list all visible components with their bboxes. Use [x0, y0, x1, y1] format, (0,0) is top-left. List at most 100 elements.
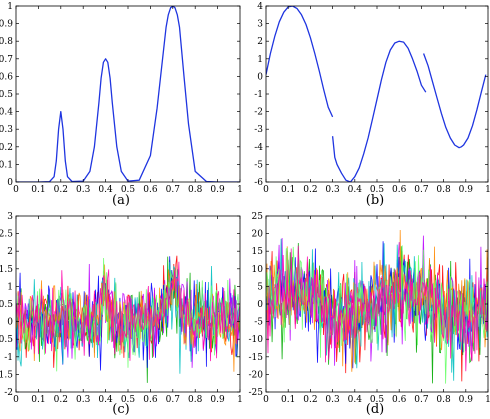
axes-frame: [15, 5, 241, 183]
y-tick-label: -4: [254, 143, 263, 153]
x-tick-label: 0.6: [143, 395, 158, 405]
noisy-series-line: [16, 261, 240, 362]
x-tick-label: 0.3: [325, 395, 340, 405]
y-tick-label: -10: [249, 335, 264, 345]
x-tick-label: 0.6: [392, 395, 407, 405]
y-tick-label: 0: [257, 72, 263, 82]
x-tick-label: 1: [237, 185, 243, 195]
x-tick-label: 0.3: [76, 395, 91, 405]
y-tick-label: -5: [254, 318, 263, 328]
x-tick-label: 0.8: [188, 185, 203, 195]
panel-a: 0 0.1 0.2 0.3 0.4 0.5 0.6 0.7 0.8 0.9 1 0 0.1 0.2 0.3 0…: [0, 2, 243, 208]
y-tick-label: 0.3: [0, 125, 13, 135]
y-tick-label: -3: [254, 125, 263, 135]
x-tick-label: 0: [263, 185, 269, 195]
y-tick-label: -1.5: [0, 370, 13, 380]
x-tick-label: 0.2: [54, 185, 68, 195]
y-tick-label: 4: [257, 2, 263, 12]
series-line: [266, 6, 334, 118]
y-tick-label: 2: [7, 247, 13, 257]
x-tick-label: 0.8: [436, 185, 451, 195]
x-tick-label: 0.1: [281, 185, 295, 195]
y-tick-label: 10: [252, 265, 264, 275]
x-tick-label: 1: [237, 395, 243, 405]
y-tick-label: 1: [7, 2, 13, 12]
y-tick-label: 0.4: [0, 108, 13, 118]
panel-d: 0 0.1 0.2 0.3 0.4 0.5 0.6 0.7 0.8 0.9 1 -25 -20 -15 -1…: [249, 212, 490, 417]
y-tick-label: -25: [249, 388, 264, 398]
y-tick-label: 0.1: [0, 160, 13, 170]
y-tick-label: 1: [7, 282, 13, 292]
y-tick-label: 20: [252, 230, 264, 240]
y-tick-label: -15: [249, 353, 264, 363]
y-tick-label: 1: [257, 55, 263, 65]
x-tick-label: 0: [13, 395, 19, 405]
y-tick-label: 0: [7, 178, 13, 188]
y-tick-label: -20: [249, 370, 264, 380]
x-tick-label: 0.8: [436, 395, 451, 405]
y-tick-label: -5: [254, 160, 263, 170]
x-tick-label: 0.1: [31, 185, 45, 195]
y-tick-label: -1: [4, 353, 13, 363]
y-tick-label: -0.5: [0, 335, 13, 345]
y-tick-label: 0.2: [0, 143, 13, 153]
series-line: [331, 40, 427, 182]
x-tick-label: 0: [13, 185, 19, 195]
x-tick-label: 1: [485, 395, 490, 405]
noisy-series-line: [266, 245, 488, 384]
plot-area: [266, 229, 488, 384]
y-tick-label: 2.5: [0, 230, 13, 240]
y-tick-label: 3: [257, 20, 263, 30]
x-tick-label: 0.5: [121, 185, 136, 195]
series-line: [16, 6, 240, 182]
x-tick-label: 0.7: [414, 395, 429, 405]
noisy-series-line: [266, 245, 488, 372]
x-tick-label: 0.4: [98, 185, 113, 195]
plot-area: [16, 6, 240, 182]
x-tick-label: 0.4: [98, 395, 113, 405]
panel-caption: (c): [112, 402, 129, 417]
plot-area: [16, 255, 240, 383]
y-tick-label: 0.8: [0, 37, 13, 47]
x-tick-label: 0.1: [281, 395, 295, 405]
y-tick-label: 2: [257, 37, 263, 47]
x-tick-label: 0.9: [210, 185, 225, 195]
x-tick-label: 0.5: [370, 395, 385, 405]
y-tick-label: 0: [257, 300, 263, 310]
y-tick-label: 0.5: [0, 90, 13, 100]
x-tick-label: 0.3: [325, 185, 340, 195]
x-tick-label: 0.3: [76, 185, 91, 195]
axes-frame: [265, 5, 489, 183]
x-tick-label: 0.8: [188, 395, 203, 405]
y-tick-label: 0.5: [0, 300, 13, 310]
panel-c: 0 0.1 0.2 0.3 0.4 0.5 0.6 0.7 0.8 0.9 1 -2 -1.5 -1 -0.…: [0, 212, 243, 417]
y-tick-label: 5: [257, 282, 263, 292]
x-tick-label: 0.6: [392, 185, 407, 195]
plot-area: [266, 6, 487, 182]
x-tick-label: 0: [263, 395, 269, 405]
y-tick-label: 0.7: [0, 55, 13, 65]
y-tick-label: 15: [252, 247, 264, 257]
x-tick-label: 0.7: [414, 185, 429, 195]
x-tick-label: 0.7: [166, 395, 181, 405]
x-tick-label: 0.6: [143, 185, 158, 195]
x-tick-label: 0.2: [54, 395, 68, 405]
y-tick-label: -1: [254, 90, 263, 100]
y-tick-label: -6: [254, 178, 263, 188]
x-tick-label: 0.9: [459, 185, 474, 195]
x-tick-label: 0.2: [303, 395, 317, 405]
noisy-series-line: [16, 255, 240, 368]
x-tick-label: 0.4: [348, 395, 363, 405]
x-tick-label: 0.5: [121, 395, 136, 405]
y-tick-label: 0.6: [0, 72, 13, 82]
panel-caption: (d): [366, 402, 384, 417]
series-line: [422, 53, 487, 149]
y-tick-label: 1.5: [0, 265, 13, 275]
x-tick-label: 0.9: [459, 395, 474, 405]
y-tick-label: 0.9: [0, 20, 13, 30]
x-tick-label: 0.2: [303, 185, 317, 195]
x-tick-label: 0.4: [348, 185, 363, 195]
x-tick-label: 0.9: [210, 395, 225, 405]
y-tick-label: -2: [254, 108, 263, 118]
